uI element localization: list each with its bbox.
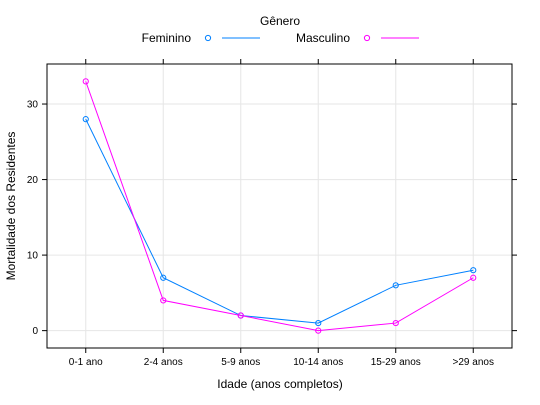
plot-frame: [47, 64, 512, 348]
series-line-masculino: [86, 81, 474, 330]
series-layer: [83, 79, 476, 333]
legend-marker-masculino: [364, 35, 369, 40]
grid-layer: [47, 64, 512, 348]
series-line-feminino: [86, 119, 474, 323]
y-tick-label-30: 30: [27, 100, 39, 111]
x-tick-label-2-4-anos: 2-4 anos: [144, 357, 183, 368]
x-tick-label-0-1-ano: 0-1 ano: [69, 357, 103, 368]
x-tick-label-15-29-anos: 15-29 anos: [371, 357, 421, 368]
y-axis-label: Mortalidade dos Residentes: [4, 132, 18, 281]
legend-label-feminino: Feminino: [142, 31, 192, 45]
x-tick-label-29-anos: >29 anos: [453, 357, 494, 368]
y-tick-label-10: 10: [27, 251, 39, 262]
x-tick-label-5-9-anos: 5-9 anos: [221, 357, 260, 368]
y-tick-label-20: 20: [27, 175, 39, 186]
x-axis-label: Idade (anos completos): [217, 377, 342, 391]
legend-title: Gênero: [260, 14, 300, 28]
y-tick-label-0: 0: [32, 326, 38, 337]
legend-label-masculino: Masculino: [296, 31, 350, 45]
legend-marker-feminino: [205, 35, 210, 40]
x-tick-label-10-14-anos: 10-14 anos: [293, 357, 343, 368]
